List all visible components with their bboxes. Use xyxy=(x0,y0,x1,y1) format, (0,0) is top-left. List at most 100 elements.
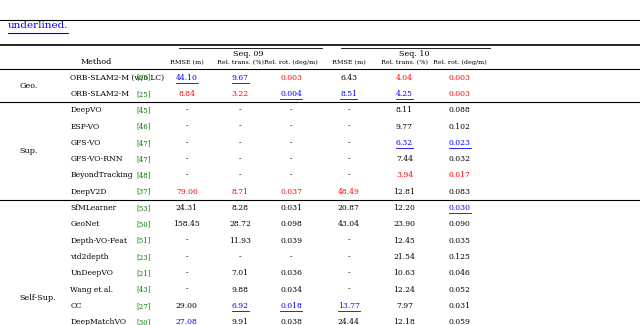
Text: 0.098: 0.098 xyxy=(280,220,302,228)
Text: 23.90: 23.90 xyxy=(394,220,415,228)
Text: GFS-VO-RNN: GFS-VO-RNN xyxy=(70,155,123,163)
Text: 6.43: 6.43 xyxy=(340,74,357,82)
Text: -: - xyxy=(186,237,188,245)
Text: -: - xyxy=(186,286,188,293)
Text: 48.49: 48.49 xyxy=(338,188,360,196)
Text: 0.031: 0.031 xyxy=(280,204,302,212)
Text: -: - xyxy=(348,123,350,131)
Text: Seq. 09: Seq. 09 xyxy=(234,50,264,58)
Text: [53]: [53] xyxy=(136,204,150,212)
Text: -: - xyxy=(348,237,350,245)
Text: 0.032: 0.032 xyxy=(449,155,470,163)
Text: 12.45: 12.45 xyxy=(394,237,415,245)
Text: -: - xyxy=(290,123,292,131)
Text: 0.046: 0.046 xyxy=(449,269,470,277)
Text: 6.92: 6.92 xyxy=(232,302,248,310)
Text: 8.28: 8.28 xyxy=(232,204,248,212)
Text: 0.023: 0.023 xyxy=(449,139,470,147)
Text: Rel. trans. (%): Rel. trans. (%) xyxy=(381,60,428,65)
Text: Seq. 10: Seq. 10 xyxy=(399,50,429,58)
Text: Rel. trans. (%): Rel. trans. (%) xyxy=(216,60,264,65)
Text: [25]: [25] xyxy=(136,74,151,82)
Text: 13.77: 13.77 xyxy=(338,302,360,310)
Text: 6.32: 6.32 xyxy=(396,139,413,147)
Text: 10.63: 10.63 xyxy=(394,269,415,277)
Text: 0.003: 0.003 xyxy=(449,90,470,98)
Text: -: - xyxy=(348,139,350,147)
Text: -: - xyxy=(348,106,350,114)
Text: 12.20: 12.20 xyxy=(394,204,415,212)
Text: 0.083: 0.083 xyxy=(449,188,470,196)
Text: CC: CC xyxy=(70,302,82,310)
Text: 7.44: 7.44 xyxy=(396,155,413,163)
Text: [43]: [43] xyxy=(136,286,150,293)
Text: 0.102: 0.102 xyxy=(449,123,470,131)
Text: 24.31: 24.31 xyxy=(176,204,198,212)
Text: 43.04: 43.04 xyxy=(338,220,360,228)
Text: 0.088: 0.088 xyxy=(449,106,470,114)
Text: 0.090: 0.090 xyxy=(449,220,470,228)
Text: 7.97: 7.97 xyxy=(396,302,413,310)
Text: 12.81: 12.81 xyxy=(394,188,415,196)
Text: 27.08: 27.08 xyxy=(176,318,198,325)
Text: -: - xyxy=(186,172,188,179)
Text: [47]: [47] xyxy=(136,139,151,147)
Text: [21]: [21] xyxy=(136,269,151,277)
Text: [25]: [25] xyxy=(136,90,151,98)
Text: SfMLearner: SfMLearner xyxy=(70,204,116,212)
Text: 0.035: 0.035 xyxy=(449,237,470,245)
Text: 9.91: 9.91 xyxy=(232,318,248,325)
Text: Depth-VO-Feat: Depth-VO-Feat xyxy=(70,237,127,245)
Text: RMSE (m): RMSE (m) xyxy=(332,60,365,65)
Text: GeoNet: GeoNet xyxy=(70,220,100,228)
Text: GFS-VO: GFS-VO xyxy=(70,139,100,147)
Text: [50]: [50] xyxy=(136,220,151,228)
Text: [51]: [51] xyxy=(136,237,151,245)
Text: -: - xyxy=(290,253,292,261)
Text: 8.51: 8.51 xyxy=(340,90,357,98)
Text: 44.10: 44.10 xyxy=(176,74,198,82)
Text: 0.003: 0.003 xyxy=(280,74,302,82)
Text: [23]: [23] xyxy=(136,253,150,261)
Text: 12.24: 12.24 xyxy=(394,286,415,293)
Text: 4.04: 4.04 xyxy=(396,74,413,82)
Text: 0.037: 0.037 xyxy=(280,188,302,196)
Text: -: - xyxy=(186,253,188,261)
Text: 0.059: 0.059 xyxy=(449,318,470,325)
Text: Self-Sup.: Self-Sup. xyxy=(19,294,56,302)
Text: -: - xyxy=(290,155,292,163)
Text: -: - xyxy=(239,253,241,261)
Text: Geo.: Geo. xyxy=(19,82,38,90)
Text: DeepVO: DeepVO xyxy=(70,106,102,114)
Text: -: - xyxy=(186,155,188,163)
Text: 0.003: 0.003 xyxy=(449,74,470,82)
Text: 21.54: 21.54 xyxy=(394,253,415,261)
Text: Rel. rot. (deg/m): Rel. rot. (deg/m) xyxy=(264,60,318,65)
Text: 28.72: 28.72 xyxy=(229,220,251,228)
Text: 0.004: 0.004 xyxy=(280,90,302,98)
Text: 7.01: 7.01 xyxy=(232,269,248,277)
Text: -: - xyxy=(186,123,188,131)
Text: Method: Method xyxy=(81,58,111,66)
Text: 0.125: 0.125 xyxy=(449,253,470,261)
Text: 8.71: 8.71 xyxy=(232,188,248,196)
Text: 9.77: 9.77 xyxy=(396,123,413,131)
Text: ORB-SLAM2-M (w/o LC): ORB-SLAM2-M (w/o LC) xyxy=(70,74,164,82)
Text: underlined.: underlined. xyxy=(8,21,68,30)
Text: 0.030: 0.030 xyxy=(449,204,470,212)
Text: 0.034: 0.034 xyxy=(280,286,302,293)
Text: Rel. rot. (deg/m): Rel. rot. (deg/m) xyxy=(433,60,486,65)
Text: 20.87: 20.87 xyxy=(338,204,360,212)
Text: 0.018: 0.018 xyxy=(280,302,302,310)
Text: 0.036: 0.036 xyxy=(280,269,302,277)
Text: [37]: [37] xyxy=(136,188,150,196)
Text: 8.11: 8.11 xyxy=(396,106,413,114)
Text: 0.039: 0.039 xyxy=(280,237,302,245)
Text: 29.00: 29.00 xyxy=(176,302,198,310)
Text: -: - xyxy=(290,106,292,114)
Text: -: - xyxy=(186,139,188,147)
Text: -: - xyxy=(239,155,241,163)
Text: [47]: [47] xyxy=(136,155,151,163)
Text: -: - xyxy=(239,139,241,147)
Text: 11.93: 11.93 xyxy=(229,237,251,245)
